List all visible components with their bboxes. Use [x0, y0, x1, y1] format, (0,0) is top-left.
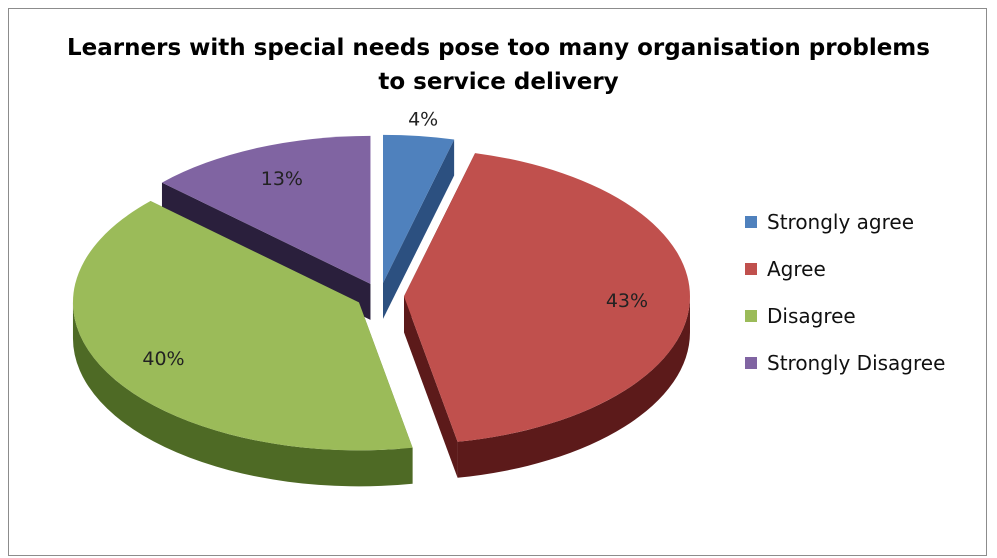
legend-item-disagree: Disagree [745, 292, 945, 339]
legend-swatch-agree [745, 262, 757, 275]
legend-swatch-strongly-disagree [745, 356, 757, 369]
legend-swatch-disagree [745, 309, 757, 322]
pie-slice-disagree [72, 201, 413, 451]
data-label-disagree: 40% [142, 348, 184, 370]
chart-title-line-1: Learners with special needs pose too man… [67, 35, 930, 61]
legend-swatch-strongly-agree [745, 215, 757, 228]
data-label-agree: 43% [606, 290, 648, 312]
pie-outer-wall-disagree-0 [72, 302, 413, 487]
pie-slices [72, 134, 690, 451]
legend-item-strongly-disagree: Strongly Disagree [745, 339, 945, 386]
legend-item-agree: Agree [745, 245, 945, 292]
legend-label-agree: Agree [767, 256, 826, 281]
chart-title-line-2: to service delivery [378, 69, 619, 95]
pie-outer-wall-agree-0 [457, 296, 690, 478]
legend-label-disagree: Disagree [767, 303, 856, 328]
pie-cut-face-agree-1 [403, 296, 458, 478]
legend-item-strongly-agree: Strongly agree [745, 198, 945, 245]
legend-label-strongly-agree: Strongly agree [767, 209, 915, 234]
chart-legend: Strongly agree Agree Disagree Strongly D… [745, 198, 945, 386]
pie-data-labels: 4% 43% 40% 13% [142, 108, 648, 370]
data-label-strongly-disagree: 13% [261, 168, 303, 190]
pie-slice-strongly-agree [383, 134, 455, 283]
pie-side-strongly-agree [383, 139, 455, 319]
pie-slice-strongly-disagree [161, 135, 371, 284]
pie-cut-face-strongly-agree-1 [383, 139, 455, 319]
chart-title: Learners with special needs pose too man… [9, 31, 988, 99]
pie-slice-agree [403, 153, 690, 442]
legend-label-strongly-disagree: Strongly Disagree [767, 350, 946, 375]
data-label-strongly-agree: 4% [408, 108, 438, 130]
